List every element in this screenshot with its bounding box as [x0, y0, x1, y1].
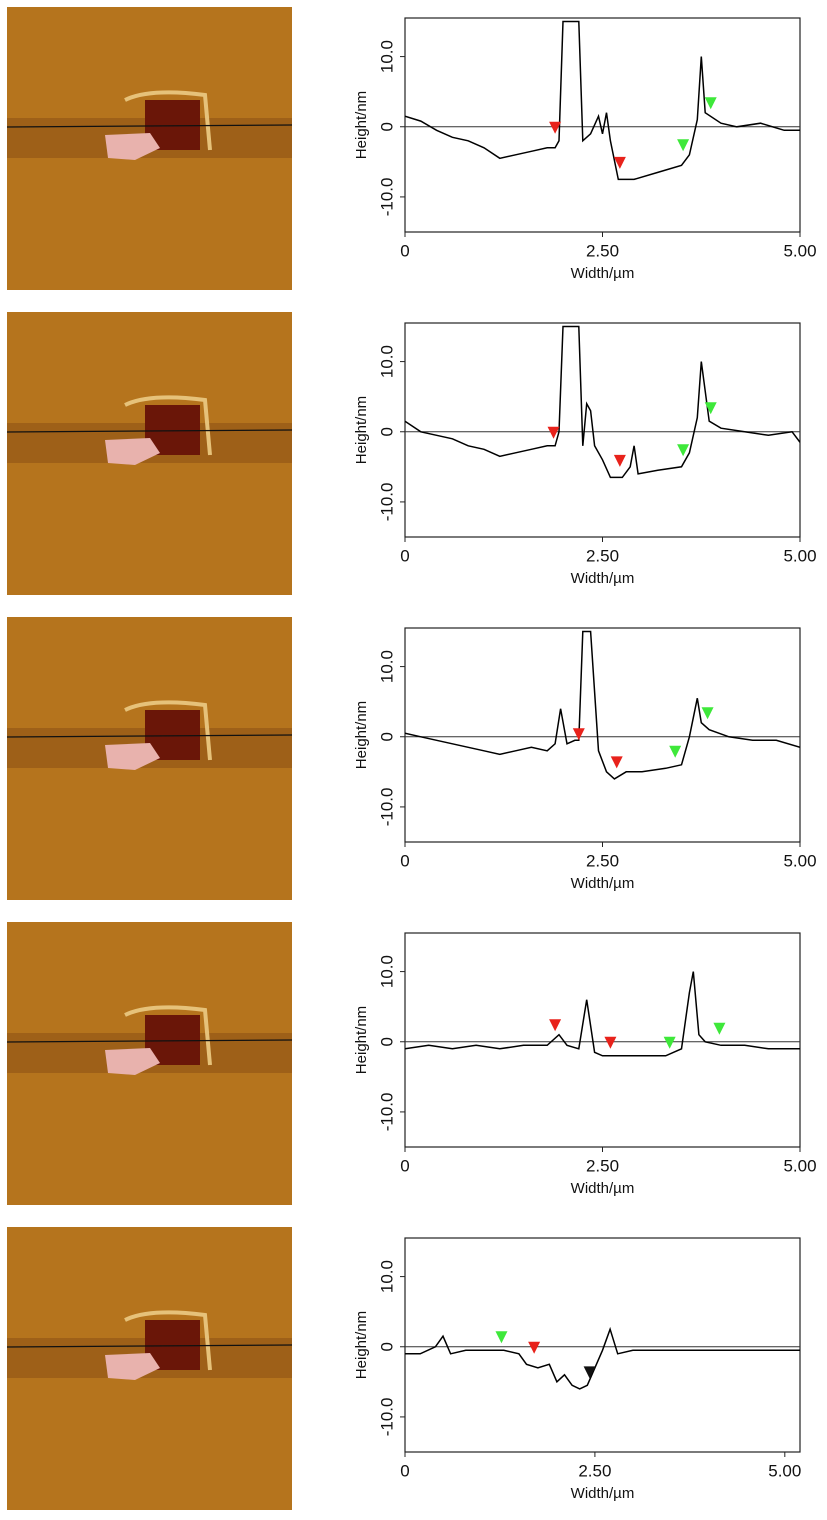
- y-tick-label: -10.0: [377, 178, 396, 217]
- cursor-marker: [549, 121, 562, 134]
- x-tick-label: 5.00: [768, 1461, 801, 1480]
- y-tick-label: 10.0: [377, 40, 396, 73]
- cursor-marker: [610, 756, 623, 769]
- y-axis-title: Height/nm: [353, 396, 370, 464]
- cursor-marker: [549, 1019, 562, 1032]
- y-tick-label: 0: [377, 1342, 396, 1351]
- x-tick-label: 2.50: [586, 241, 619, 260]
- y-tick-label: 10.0: [377, 1260, 396, 1293]
- x-tick-label: 0: [400, 1461, 409, 1480]
- x-axis-title: Width/µm: [571, 1485, 635, 1502]
- cursor-marker: [713, 1022, 726, 1035]
- cursor-marker: [704, 402, 717, 415]
- profile-line: [405, 1326, 800, 1390]
- y-axis-title: Height/nm: [353, 701, 370, 769]
- x-tick-label: 0: [400, 546, 409, 565]
- afm-ridge: [124, 700, 212, 761]
- plot-frame: [404, 17, 801, 233]
- plot-frame: [404, 627, 801, 843]
- y-tick-label: 0: [377, 1037, 396, 1046]
- cursor-marker: [669, 745, 682, 758]
- cursor-marker: [701, 707, 714, 720]
- x-tick-label: 5.00: [783, 1156, 816, 1175]
- y-tick-label: -10.0: [377, 1093, 396, 1132]
- y-tick-label: 0: [377, 122, 396, 131]
- y-tick-label: 0: [377, 732, 396, 741]
- profile-line: [405, 325, 800, 479]
- cursor-marker: [677, 444, 690, 457]
- scan-line: [6, 429, 293, 433]
- x-tick-label: 2.50: [586, 851, 619, 870]
- y-tick-label: 10.0: [377, 650, 396, 683]
- x-tick-label: 5.00: [783, 241, 816, 260]
- scan-line: [6, 1039, 293, 1043]
- cursor-marker: [613, 454, 626, 467]
- profile-line: [405, 630, 800, 780]
- cursor-marker: [604, 1036, 617, 1049]
- cursor-marker: [572, 728, 585, 741]
- afm-flake: [105, 1353, 160, 1380]
- cursor-marker: [528, 1341, 541, 1354]
- cursor-marker: [704, 97, 717, 110]
- scan-line: [6, 124, 293, 128]
- cursor-marker: [583, 1366, 596, 1379]
- x-axis-title: Width/µm: [571, 1180, 635, 1197]
- x-tick-label: 2.50: [586, 546, 619, 565]
- y-tick-label: 0: [377, 427, 396, 436]
- afm-flake: [105, 1048, 160, 1075]
- afm-flake: [105, 133, 160, 160]
- afm-ridge: [124, 1005, 212, 1066]
- cursor-marker: [547, 426, 560, 439]
- plot-frame: [404, 322, 801, 538]
- afm-flake: [105, 438, 160, 465]
- cursor-marker: [613, 156, 626, 169]
- y-axis-title: Height/nm: [353, 1311, 370, 1379]
- x-axis-title: Width/µm: [571, 265, 635, 282]
- x-tick-label: 2.50: [586, 1156, 619, 1175]
- x-axis-title: Width/µm: [571, 875, 635, 892]
- profile-line: [405, 20, 800, 181]
- afm-ridge: [124, 1310, 212, 1371]
- afm-ridge: [124, 90, 212, 151]
- x-tick-label: 0: [400, 1156, 409, 1175]
- cursor-marker: [677, 139, 690, 152]
- cursor-marker: [495, 1331, 508, 1344]
- y-tick-label: -10.0: [377, 483, 396, 522]
- plot-frame: [404, 932, 801, 1148]
- scan-line: [6, 734, 293, 738]
- plot-frame: [404, 1237, 801, 1453]
- x-tick-label: 0: [400, 851, 409, 870]
- y-axis-title: Height/nm: [353, 91, 370, 159]
- x-tick-label: 0: [400, 241, 409, 260]
- y-tick-label: 10.0: [377, 345, 396, 378]
- x-tick-label: 5.00: [783, 851, 816, 870]
- x-tick-label: 5.00: [783, 546, 816, 565]
- afm-flake: [105, 743, 160, 770]
- x-axis-title: Width/µm: [571, 570, 635, 587]
- scan-line: [6, 1344, 293, 1348]
- y-tick-label: 10.0: [377, 955, 396, 988]
- afm-ridge: [124, 395, 212, 456]
- x-tick-label: 2.50: [578, 1461, 611, 1480]
- y-tick-label: -10.0: [377, 788, 396, 827]
- cursor-marker: [663, 1036, 676, 1049]
- profile-line: [405, 971, 800, 1057]
- y-tick-label: -10.0: [377, 1398, 396, 1437]
- y-axis-title: Height/nm: [353, 1006, 370, 1074]
